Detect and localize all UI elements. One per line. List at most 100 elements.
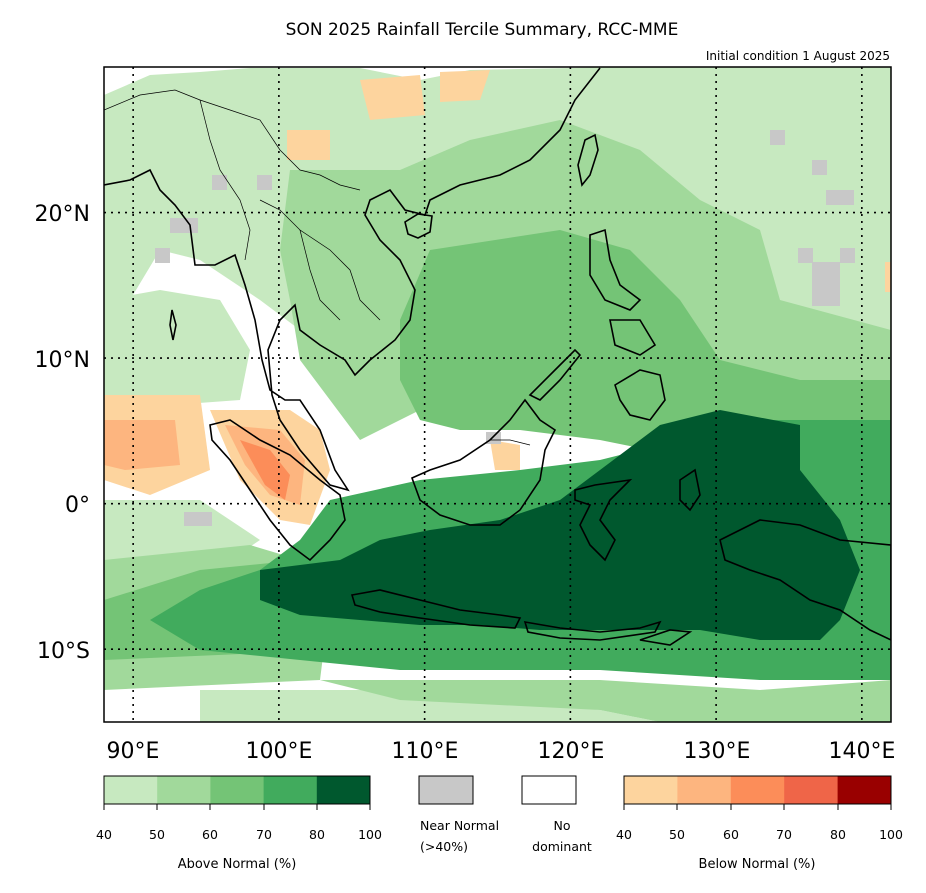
below-tick: 60 bbox=[723, 827, 739, 842]
coastline-philippines-visayas bbox=[609, 319, 657, 356]
below-normal-50-bay bbox=[104, 420, 180, 470]
near-normal-cell bbox=[184, 512, 212, 526]
lon-label-130e: 130°E bbox=[684, 739, 751, 764]
near-normal-cell bbox=[826, 190, 854, 205]
map-subtitle: Initial condition 1 August 2025 bbox=[706, 49, 890, 63]
no-dominant-label-line1: No bbox=[554, 818, 571, 833]
above-normal-60-region bbox=[400, 230, 891, 470]
below-normal-40-east bbox=[885, 262, 891, 292]
below-normal-label: Below Normal (%) bbox=[699, 857, 816, 872]
above-normal-color-segment bbox=[210, 776, 265, 804]
coastline-lesser-sunda bbox=[523, 620, 662, 641]
border-lines bbox=[199, 99, 251, 261]
above-normal-80-region bbox=[260, 410, 860, 640]
above-normal-color-segment bbox=[157, 776, 211, 804]
coastline-timor bbox=[639, 629, 693, 646]
above-normal-colorbar bbox=[104, 776, 371, 804]
near-normal-cell bbox=[812, 262, 840, 306]
lon-label-100e: 100°E bbox=[246, 739, 313, 764]
border-lines bbox=[259, 199, 381, 321]
coastline-hainan bbox=[404, 213, 433, 239]
coastline-maluku bbox=[679, 468, 701, 512]
below-tick: 100 bbox=[879, 827, 903, 842]
above-normal-40-region-southwest bbox=[104, 500, 260, 560]
above-normal-color-segment bbox=[263, 776, 318, 804]
near-normal-cell bbox=[257, 175, 272, 190]
below-normal-color-segment bbox=[784, 776, 839, 804]
below-normal-60-sumatra bbox=[240, 440, 290, 500]
gridlines bbox=[104, 67, 891, 722]
lon-label-120e: 120°E bbox=[538, 739, 605, 764]
below-normal-colorbar-frame bbox=[623, 775, 892, 805]
border-lines bbox=[104, 89, 361, 191]
above-normal-50-region-far-south bbox=[320, 680, 891, 722]
no-dominant-label-line2: dominant bbox=[532, 839, 592, 854]
coastline-palawan bbox=[528, 348, 582, 401]
near-normal-label-line2: (>40%) bbox=[420, 839, 468, 854]
border-lines bbox=[490, 439, 531, 446]
near-normal-cell bbox=[155, 248, 170, 263]
near-normal-cell bbox=[798, 248, 813, 263]
coastline-andaman bbox=[169, 309, 177, 341]
near-normal-cell bbox=[212, 175, 227, 190]
below-normal-color-segment bbox=[837, 776, 892, 804]
above-normal-40-region-west bbox=[104, 290, 250, 410]
lat-label-20n: 20°N bbox=[35, 202, 90, 227]
below-tick: 70 bbox=[776, 827, 792, 842]
near-normal-cell bbox=[812, 160, 827, 175]
below-normal-color-segment bbox=[677, 776, 732, 804]
coastline-borneo bbox=[410, 398, 557, 526]
below-normal-ticks: 40 50 60 70 80 100 bbox=[616, 827, 903, 842]
near-normal-cell bbox=[170, 218, 198, 233]
coastline-mainland bbox=[104, 67, 601, 492]
map-panel bbox=[104, 67, 891, 722]
below-tick: 80 bbox=[830, 827, 846, 842]
lat-label-10n: 10°N bbox=[35, 348, 90, 373]
coastline-taiwan bbox=[577, 133, 599, 187]
tercile-field bbox=[104, 67, 891, 722]
coastline-new-guinea bbox=[719, 519, 891, 641]
above-tick: 100 bbox=[358, 827, 382, 842]
below-normal-tick-marks bbox=[623, 804, 892, 810]
above-tick: 70 bbox=[256, 827, 272, 842]
above-tick: 50 bbox=[149, 827, 165, 842]
map-frame bbox=[103, 66, 892, 723]
coastline-sumatra bbox=[209, 419, 346, 562]
near-normal-cell bbox=[770, 130, 785, 145]
above-tick: 80 bbox=[309, 827, 325, 842]
above-normal-colorbar-frame bbox=[103, 775, 371, 805]
below-normal-colorbar bbox=[624, 776, 892, 804]
lon-label-90e: 90°E bbox=[107, 739, 160, 764]
above-normal-40-region-south bbox=[200, 690, 660, 722]
country-borders bbox=[104, 89, 531, 446]
map-title: SON 2025 Rainfall Tercile Summary, RCC-M… bbox=[286, 20, 679, 40]
below-tick: 50 bbox=[669, 827, 685, 842]
below-normal-color-segment bbox=[730, 776, 785, 804]
near-normal-swatch bbox=[418, 775, 474, 805]
coastline-java bbox=[350, 589, 522, 629]
border-lines bbox=[299, 229, 341, 321]
below-normal-color-segment bbox=[624, 776, 678, 804]
near-normal-cell bbox=[840, 248, 855, 263]
lat-label-10s: 10°S bbox=[37, 639, 90, 664]
above-normal-tick-marks bbox=[103, 804, 371, 810]
above-tick: 40 bbox=[96, 827, 112, 842]
lon-label-140e: 140°E bbox=[829, 739, 896, 764]
below-tick: 40 bbox=[616, 827, 632, 842]
lat-label-0: 0° bbox=[65, 493, 90, 518]
above-normal-color-segment bbox=[104, 776, 158, 804]
lon-label-110e: 110°E bbox=[392, 739, 459, 764]
below-normal-40-north-3 bbox=[287, 130, 330, 160]
coastline-philippines-mindanao bbox=[614, 369, 666, 421]
below-normal-40-borneo bbox=[490, 440, 520, 470]
no-dominant-swatch bbox=[521, 775, 577, 805]
below-normal-40-north-2 bbox=[440, 70, 490, 102]
above-normal-ticks: 40 50 60 70 80 100 bbox=[96, 827, 382, 842]
near-normal-cell bbox=[486, 432, 501, 444]
coastline-philippines-luzon bbox=[589, 228, 642, 311]
below-normal-40-north-1 bbox=[360, 75, 425, 120]
above-normal-label: Above Normal (%) bbox=[178, 857, 297, 872]
above-tick: 60 bbox=[202, 827, 218, 842]
coastlines bbox=[104, 67, 891, 646]
